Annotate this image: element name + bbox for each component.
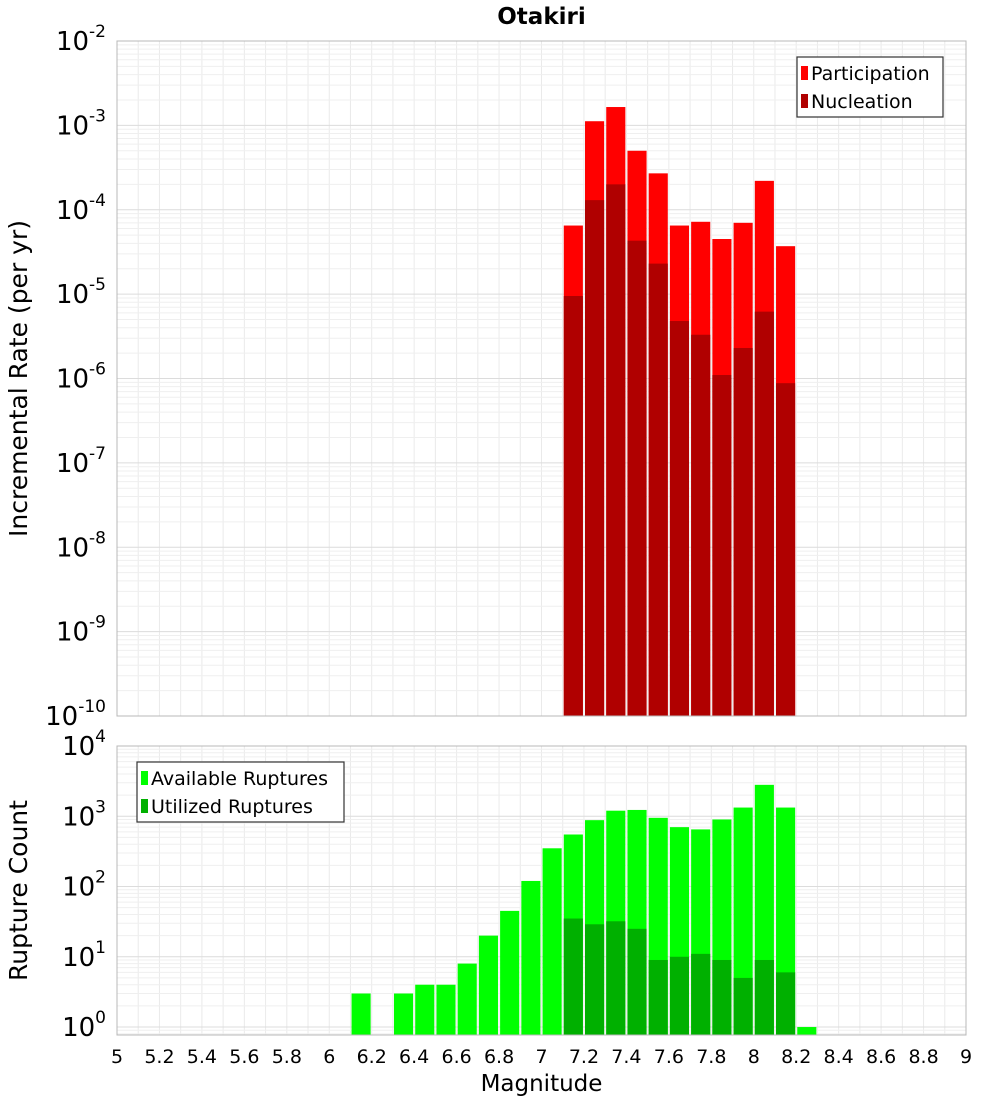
bar bbox=[648, 959, 668, 1035]
x-tick-label: 9 bbox=[960, 1046, 972, 1068]
bar bbox=[585, 200, 605, 716]
legend-swatch bbox=[141, 799, 148, 813]
x-tick-label: 8 bbox=[748, 1046, 760, 1068]
bar bbox=[478, 935, 498, 1035]
bar bbox=[669, 956, 690, 1035]
y-axis-label: Incremental Rate (per yr) bbox=[4, 220, 33, 537]
bar bbox=[733, 977, 753, 1035]
y-tick-label: 10-4 bbox=[56, 191, 106, 226]
x-tick-label: 6.6 bbox=[441, 1046, 471, 1068]
bar bbox=[797, 1027, 817, 1035]
gridlines bbox=[116, 745, 967, 1035]
bar bbox=[627, 240, 647, 717]
x-axis-label: Magnitude bbox=[481, 1071, 603, 1097]
bar bbox=[500, 910, 520, 1035]
legend-box bbox=[136, 761, 345, 823]
x-tick-label: 6.2 bbox=[357, 1046, 387, 1068]
series-utilized-ruptures bbox=[563, 918, 796, 1035]
bar bbox=[733, 347, 753, 716]
bar bbox=[457, 963, 477, 1035]
bar bbox=[606, 921, 626, 1035]
bar bbox=[351, 993, 371, 1035]
legend-entry: Nucleation bbox=[811, 91, 913, 113]
x-tick-label: 8.8 bbox=[908, 1046, 938, 1068]
y-tick-label: 103 bbox=[62, 797, 106, 832]
bar bbox=[436, 984, 456, 1035]
bar bbox=[415, 984, 435, 1035]
plot-frame bbox=[116, 745, 967, 1036]
x-tick-label: 7.4 bbox=[611, 1046, 641, 1068]
plot-frame bbox=[116, 40, 967, 717]
legend: Available Ruptures Utilized Ruptures bbox=[136, 761, 345, 823]
legend-swatch bbox=[801, 94, 808, 108]
x-tick-label: 5.6 bbox=[229, 1046, 259, 1068]
bar bbox=[648, 263, 668, 716]
bar bbox=[669, 321, 690, 716]
bar bbox=[776, 972, 796, 1035]
bar bbox=[563, 918, 583, 1035]
bar bbox=[585, 924, 605, 1035]
legend-swatch bbox=[141, 771, 148, 785]
gridlines bbox=[116, 40, 967, 717]
y-tick-label: 104 bbox=[62, 727, 106, 762]
y-tick-label: 10-9 bbox=[56, 613, 106, 648]
series-nucleation bbox=[563, 184, 796, 717]
y-tick-label: 10-5 bbox=[56, 275, 106, 310]
legend-box bbox=[796, 56, 944, 118]
y-axis-label: Rupture Count bbox=[4, 800, 33, 981]
x-tick-label: 6.4 bbox=[399, 1046, 429, 1068]
legend-swatch bbox=[801, 66, 808, 80]
y-tick-label: 102 bbox=[62, 868, 106, 903]
bar bbox=[691, 334, 711, 716]
bar bbox=[606, 184, 626, 717]
bar bbox=[563, 296, 583, 716]
bar bbox=[754, 959, 774, 1035]
bar bbox=[393, 993, 414, 1035]
x-tick-label: 6 bbox=[323, 1046, 335, 1068]
y-tick-label: 10-3 bbox=[56, 106, 106, 141]
y-tick-label: 10-6 bbox=[56, 360, 106, 395]
chart-title: Otakiri bbox=[497, 4, 585, 30]
y-tick-label: 101 bbox=[62, 938, 106, 973]
x-tick-label: 7.2 bbox=[569, 1046, 599, 1068]
x-tick-label: 7.8 bbox=[696, 1046, 726, 1068]
y-tick-label: 10-2 bbox=[56, 22, 106, 57]
x-tick-label: 8.6 bbox=[866, 1046, 896, 1068]
y-tick-label: 10-7 bbox=[56, 444, 106, 479]
legend-entry: Available Ruptures bbox=[151, 768, 328, 790]
bar bbox=[712, 959, 732, 1035]
x-tick-label: 5 bbox=[111, 1046, 123, 1068]
x-tick-label: 8.2 bbox=[781, 1046, 811, 1068]
bar bbox=[754, 311, 774, 716]
y-tick-labels: 100 101 102 103 104 bbox=[62, 727, 106, 1043]
x-tick-label: 5.8 bbox=[272, 1046, 302, 1068]
chart-panel-1: 10-10 10-9 10-8 10-7 10-6 10-5 10-4 10-3 10-2 Inc… bbox=[4, 4, 967, 732]
bar bbox=[542, 848, 562, 1035]
bar bbox=[691, 953, 711, 1035]
legend: Participation Nucleation bbox=[796, 56, 944, 118]
bar bbox=[776, 383, 796, 716]
y-tick-label: 10-8 bbox=[56, 528, 106, 563]
bar bbox=[712, 375, 732, 716]
legend-entry: Utilized Ruptures bbox=[151, 796, 313, 818]
y-tick-label: 100 bbox=[62, 1008, 106, 1043]
x-tick-label: 5.2 bbox=[144, 1046, 174, 1068]
chart-panel-2: 100 101 102 103 104 Rupture Count 5 5.2 5.4 5.6 5.… bbox=[4, 727, 972, 1097]
y-tick-labels: 10-10 10-9 10-8 10-7 10-6 10-5 10-4 10-3 10-2 bbox=[45, 22, 106, 732]
bar bbox=[627, 928, 647, 1035]
x-tick-label: 5.4 bbox=[187, 1046, 217, 1068]
y-tick-label: 10-10 bbox=[45, 697, 106, 732]
bar bbox=[521, 880, 541, 1035]
x-tick-labels: 5 5.2 5.4 5.6 5.8 6 6.2 6.4 6.6 6.8 7 7.2 7.4 7.6 7.8 8… bbox=[111, 1046, 972, 1068]
x-tick-label: 6.8 bbox=[484, 1046, 514, 1068]
legend-entry: Participation bbox=[811, 63, 930, 85]
x-tick-label: 7 bbox=[535, 1046, 547, 1068]
x-tick-label: 8.4 bbox=[824, 1046, 854, 1068]
x-tick-label: 7.6 bbox=[654, 1046, 684, 1068]
